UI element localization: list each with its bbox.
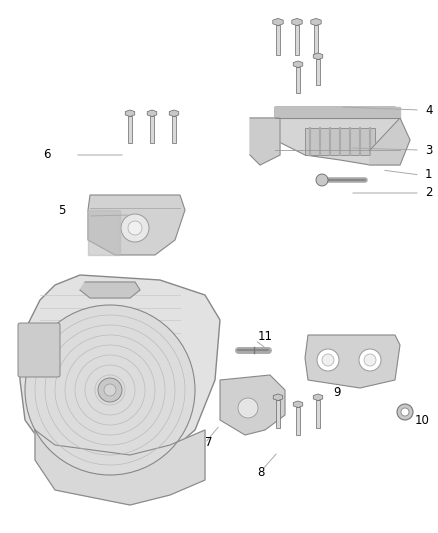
Bar [316, 400, 320, 428]
Text: 3: 3 [425, 143, 432, 157]
Text: 7: 7 [205, 437, 212, 449]
Polygon shape [125, 110, 135, 117]
Polygon shape [147, 110, 157, 117]
FancyBboxPatch shape [18, 323, 60, 377]
Circle shape [98, 378, 122, 402]
Circle shape [322, 354, 334, 366]
Polygon shape [370, 118, 410, 165]
Circle shape [359, 349, 381, 371]
Bar [128, 116, 132, 143]
Polygon shape [305, 335, 400, 388]
Polygon shape [292, 19, 302, 26]
Polygon shape [273, 394, 283, 401]
Circle shape [128, 221, 142, 235]
Polygon shape [250, 118, 280, 165]
Polygon shape [275, 107, 400, 165]
Polygon shape [88, 210, 120, 255]
Text: 11: 11 [258, 330, 273, 343]
Polygon shape [169, 110, 179, 117]
Polygon shape [273, 19, 283, 26]
Circle shape [401, 408, 409, 416]
Bar [314, 25, 318, 55]
Circle shape [316, 174, 328, 186]
Text: 10: 10 [415, 414, 430, 426]
Bar [295, 25, 299, 55]
Circle shape [104, 384, 116, 396]
Text: 1: 1 [425, 168, 432, 182]
Circle shape [364, 354, 376, 366]
Circle shape [238, 398, 258, 418]
Polygon shape [20, 275, 220, 470]
Polygon shape [220, 375, 285, 435]
Polygon shape [35, 430, 205, 505]
Bar [150, 116, 154, 143]
Polygon shape [313, 53, 323, 60]
Bar [172, 116, 176, 143]
Polygon shape [275, 107, 400, 118]
Bar [305, 128, 375, 155]
Polygon shape [293, 401, 303, 408]
Circle shape [317, 349, 339, 371]
Text: 8: 8 [257, 465, 265, 479]
Polygon shape [80, 282, 140, 298]
Text: 5: 5 [58, 205, 65, 217]
Bar [316, 59, 320, 85]
Bar [296, 67, 300, 93]
Bar [276, 400, 280, 428]
Circle shape [25, 305, 195, 475]
Polygon shape [293, 61, 303, 68]
Circle shape [397, 404, 413, 420]
Polygon shape [88, 195, 185, 255]
Bar [296, 407, 300, 435]
Bar [276, 25, 280, 55]
Text: 9: 9 [333, 385, 340, 399]
Text: 6: 6 [43, 149, 50, 161]
Text: 2: 2 [425, 187, 432, 199]
Text: 4: 4 [425, 103, 432, 117]
Polygon shape [313, 394, 323, 401]
Polygon shape [311, 19, 321, 26]
Circle shape [121, 214, 149, 242]
